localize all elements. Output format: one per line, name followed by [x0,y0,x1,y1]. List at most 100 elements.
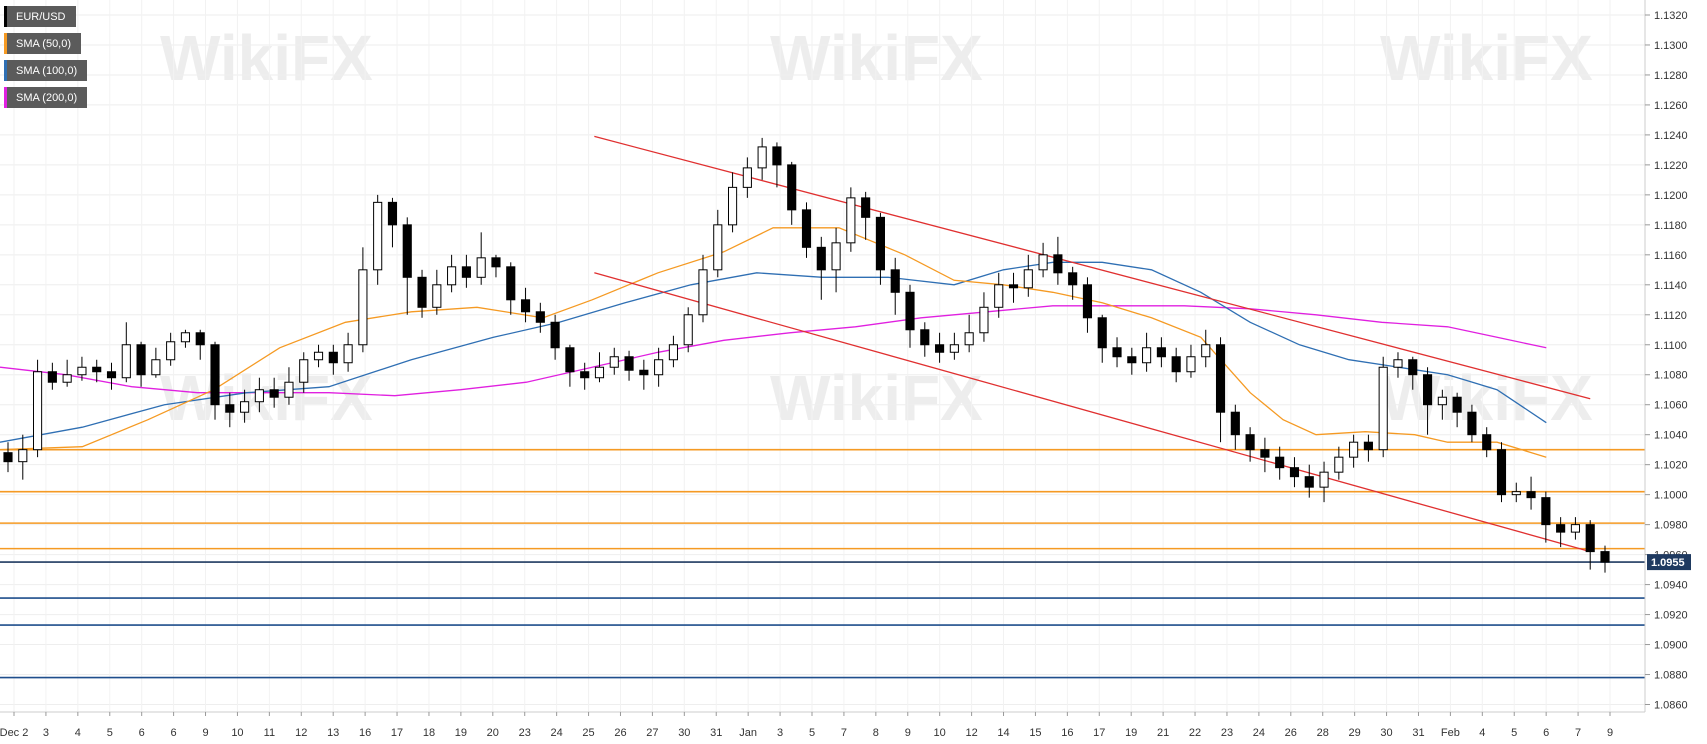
candle-body [358,269,368,346]
legend-label: EUR/USD [16,10,66,23]
candle [727,172,738,233]
candle-body [254,389,264,403]
candle-body [284,381,294,398]
candle-body [180,332,191,343]
x-tick-label: 3 [777,727,783,739]
candle [535,302,545,333]
candle [1467,404,1477,443]
candle [136,341,146,387]
candle [1319,461,1329,503]
candle [935,332,945,363]
candle [609,347,619,375]
y-tick-label: 1.1220 [1654,160,1688,172]
candle [639,359,649,390]
candle [698,254,708,323]
candle [1186,344,1196,378]
x-tick-label: 10 [934,727,946,739]
legend-item-sma100[interactable]: SMA (100,0) [4,60,88,81]
candle [1378,356,1388,458]
candle-body [1541,497,1551,526]
candle [594,352,605,383]
candle-body [994,284,1004,308]
horizontal-levels [0,448,1645,679]
x-tick-label: 5 [1511,727,1517,739]
candle [1082,277,1093,333]
candle [461,254,471,288]
candle-body [816,246,826,271]
candle [432,269,442,315]
candle [875,212,886,285]
y-tick-label: 1.0880 [1654,670,1688,682]
candle-body [1422,374,1433,406]
candle [1260,437,1270,473]
candle [816,236,826,300]
candle [1496,442,1507,503]
candle [1097,314,1107,363]
candle-body [1334,456,1344,473]
x-tick-label: 12 [295,727,307,739]
candle-body [166,341,176,361]
x-tick-label: 22 [1189,727,1201,739]
y-tick-label: 1.0940 [1654,580,1688,592]
legend-item-sma200[interactable]: SMA (200,0) [4,87,88,108]
candle [1349,434,1359,468]
x-tick-label: 17 [1093,727,1105,739]
candle-body [1156,347,1166,358]
candle-body [1201,344,1211,358]
candle-body [1526,491,1536,499]
candle [624,350,634,381]
candle-body [787,164,797,211]
candle-body [1600,551,1610,563]
x-tick-label: 25 [582,727,594,739]
candle [92,359,102,383]
candle [905,284,915,348]
candle [979,292,989,342]
candle-body [772,146,782,166]
x-tick-label: 4 [1479,727,1485,739]
candle-body [313,351,324,361]
candle [299,352,309,393]
candle [861,191,871,240]
candle [106,362,117,390]
trendlines [594,135,1591,553]
candle-body [654,359,664,376]
candle [18,434,28,480]
y-tick-label: 1.1180 [1654,220,1687,232]
y-tick-label: 1.1320 [1654,10,1688,22]
candle [3,442,13,473]
candle-body [727,186,738,226]
x-tick-label: 7 [841,727,847,739]
candle-body [373,201,383,271]
x-tick-label: 9 [905,727,911,739]
x-tick-label: 26 [1285,727,1297,739]
x-tick-label: 26 [614,727,626,739]
candle [949,332,959,360]
candle-body [1319,471,1329,488]
x-tick-label: 24 [551,727,563,739]
candle-body [594,366,605,379]
legend-item-eurusd[interactable]: EUR/USD [4,6,76,27]
candle-body [1142,347,1152,364]
candle-body [757,146,767,169]
candle [1482,427,1492,458]
candle-body [520,299,531,313]
candle-body [1393,359,1403,368]
candle [166,332,176,366]
legend-item-sma50[interactable]: SMA (50,0) [4,33,82,54]
x-tick-label: 9 [202,727,208,739]
legend-label: SMA (200,0) [16,91,78,104]
candle [121,322,131,383]
x-tick-label: 13 [327,727,339,739]
candle-body [432,284,442,308]
candle-body [299,359,309,383]
candle [225,392,235,428]
candle-body [1245,434,1255,451]
candle [1275,446,1285,480]
candle-body [1289,467,1300,478]
watermark-text: WikiFX [160,362,373,434]
candle-body [639,369,649,376]
y-tick-label: 1.1140 [1654,280,1687,292]
candle-body [861,197,871,218]
